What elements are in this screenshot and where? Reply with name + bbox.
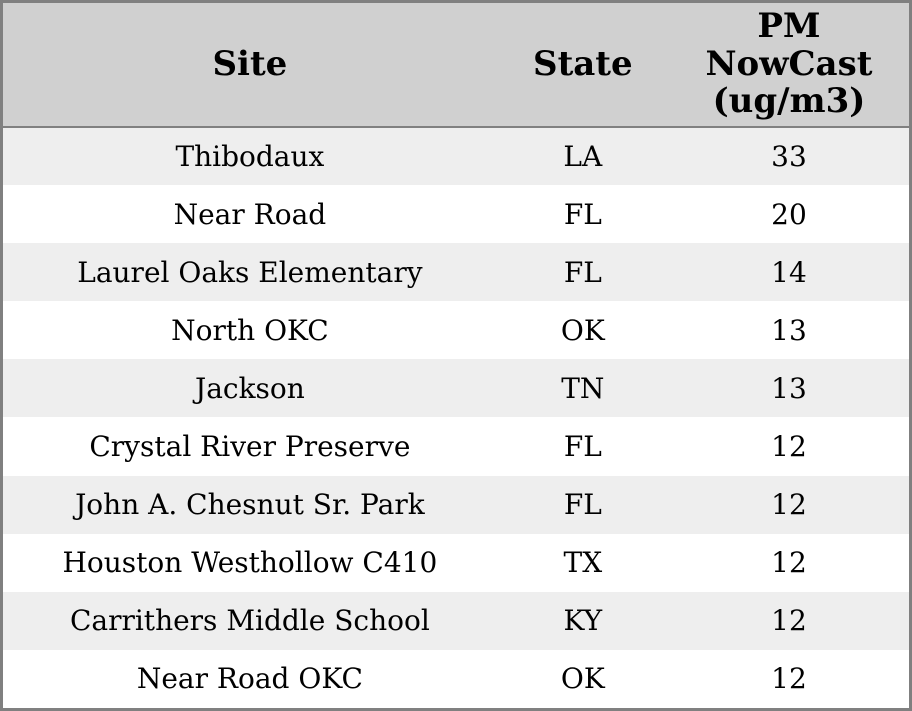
- pm-nowcast-cell: 14: [771, 255, 807, 289]
- state-cell: FL: [563, 197, 602, 231]
- pm-nowcast-cell: 12: [771, 546, 807, 580]
- table-row: Houston Westhollow C410 TX 12: [3, 533, 909, 592]
- table-row: Jackson TN 13: [3, 359, 909, 418]
- pm-nowcast-cell: 20: [771, 197, 807, 231]
- site-cell: Thibodaux: [175, 140, 325, 174]
- state-cell: FL: [563, 255, 602, 289]
- site-cell: North OKC: [171, 313, 329, 347]
- state-cell: LA: [563, 140, 603, 174]
- site-cell: Carrithers Middle School: [69, 604, 430, 638]
- pm-nowcast-cell: 12: [771, 430, 807, 464]
- table-row: Near Road FL 20: [3, 185, 909, 244]
- header-row: Site State PM NowCast (ug/m3): [3, 3, 909, 128]
- table-row: John A. Chesnut Sr. Park FL 12: [3, 475, 909, 534]
- pm-nowcast-cell: 12: [771, 662, 807, 696]
- table-row: Thibodaux LA 33: [3, 127, 909, 186]
- table-header: Site State PM NowCast (ug/m3): [3, 3, 909, 128]
- state-cell: OK: [560, 313, 605, 347]
- table-body: Thibodaux LA 33 Near Road FL 20 Laurel Oaks El…: [3, 127, 909, 708]
- table-row: Crystal River Preserve FL 12: [3, 417, 909, 476]
- pm-nowcast-cell: 12: [771, 604, 807, 638]
- site-cell: Jackson: [194, 371, 305, 405]
- table-row: Near Road OKC OK 12: [3, 649, 909, 708]
- site-cell: Near Road: [173, 197, 327, 231]
- column-header-state: State: [496, 3, 669, 128]
- state-cell: TN: [561, 371, 605, 405]
- site-cell: Houston Westhollow C410: [62, 546, 438, 580]
- state-cell: FL: [563, 430, 602, 464]
- pm-nowcast-table: Site State PM NowCast (ug/m3) Thibodaux L…: [3, 3, 909, 708]
- table-row: Carrithers Middle School KY 12: [3, 591, 909, 650]
- pm-nowcast-cell: 33: [771, 140, 807, 174]
- pm-nowcast-cell: 12: [771, 488, 807, 522]
- table-row: Laurel Oaks Elementary FL 14: [3, 243, 909, 302]
- column-header-pm-nowcast: PM NowCast (ug/m3): [668, 3, 909, 128]
- pm-nowcast-cell: 13: [771, 313, 807, 347]
- site-cell: Laurel Oaks Elementary: [77, 255, 423, 289]
- column-header-site: Site: [3, 3, 497, 128]
- state-cell: FL: [563, 488, 602, 522]
- state-cell: OK: [560, 662, 605, 696]
- table-row: North OKC OK 13: [3, 301, 909, 360]
- site-cell: Crystal River Preserve: [89, 430, 411, 464]
- site-cell: Near Road OKC: [136, 662, 363, 696]
- state-cell: TX: [563, 546, 603, 580]
- site-cell: John A. Chesnut Sr. Park: [75, 488, 425, 522]
- state-cell: KY: [563, 604, 603, 638]
- pm-nowcast-cell: 13: [771, 371, 807, 405]
